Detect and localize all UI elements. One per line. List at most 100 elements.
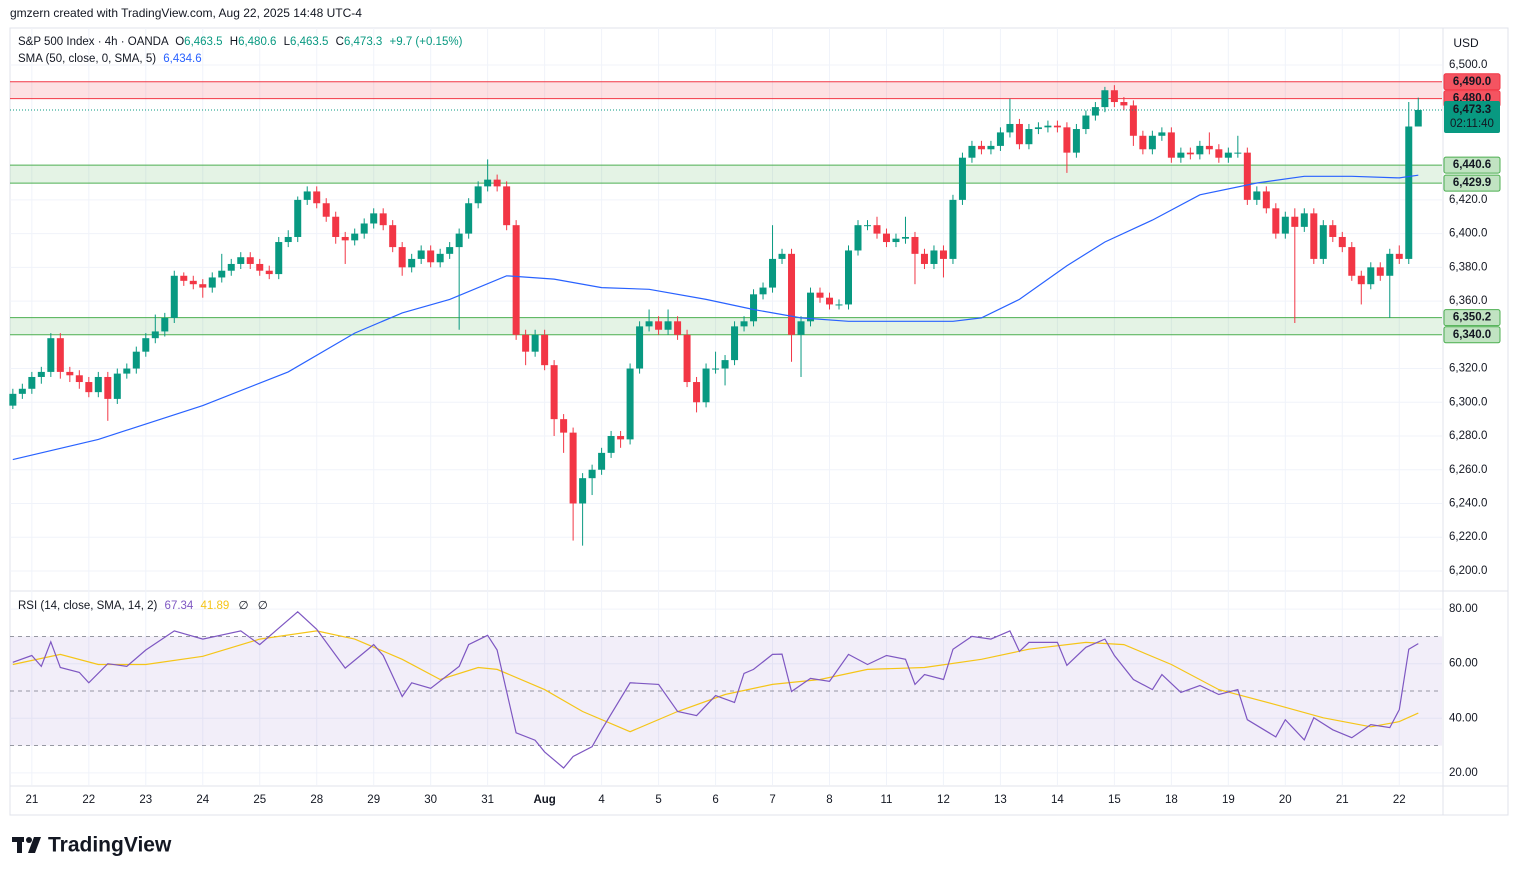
candle-body (1215, 149, 1223, 158)
candle-body (398, 247, 406, 268)
candle-body (484, 179, 492, 187)
rsi-extra: ∅ (239, 600, 249, 612)
candle-body (816, 292, 824, 298)
y-tick-label: 6,360.0 (1449, 295, 1487, 307)
zone-price-label: 6,490.0 (1453, 76, 1491, 88)
candle-body (123, 368, 131, 374)
grid: 6,500.0 6,420.0 6,400.0 6,380.0 6,360.0 6,320… (10, 28, 1487, 806)
candle-body (674, 321, 682, 335)
candle-body (142, 338, 150, 352)
candle-body (1338, 236, 1346, 248)
candle-body (208, 277, 216, 288)
x-tick-label: 20 (1279, 794, 1292, 806)
y-tick-label: 6,400.0 (1449, 228, 1487, 240)
zone-price-label: 6,429.9 (1453, 177, 1491, 189)
candle-body (322, 203, 330, 217)
y-tick-label: 6,200.0 (1449, 565, 1487, 577)
x-tick-label: 14 (1051, 794, 1064, 806)
candle-body (113, 373, 121, 399)
x-tick-label: 25 (253, 794, 266, 806)
candle-body (1091, 107, 1099, 116)
y-tick-label: 20.00 (1449, 767, 1478, 779)
sma-legend: SMA (50, close, 0, SMA, 5) 6,434.6 (18, 53, 202, 65)
candle-body (1044, 125, 1052, 128)
candle-body (37, 371, 45, 377)
candle-body (655, 321, 663, 330)
candle-body (170, 275, 178, 318)
candle-body (636, 326, 644, 369)
x-tick-label: 13 (994, 794, 1007, 806)
x-tick-label: 5 (655, 794, 661, 806)
x-tick-label: Aug (533, 794, 555, 806)
candle-body (284, 236, 292, 243)
sma-name: SMA (50, close, 0, SMA, 5) (18, 53, 156, 65)
candle-body (1205, 145, 1213, 150)
candle-body (1357, 275, 1365, 285)
candle-body (958, 157, 966, 200)
candle-body (189, 280, 197, 285)
zone-price-box (1443, 326, 1501, 344)
x-tick-label: 8 (826, 794, 832, 806)
candle-body (1177, 152, 1185, 158)
candle-body (493, 179, 501, 187)
candle-body (560, 419, 568, 433)
rsi-line (12, 610, 1419, 769)
x-tick-label: 6 (712, 794, 718, 806)
y-tick-label: 6,300.0 (1449, 396, 1487, 408)
candle-body (1272, 208, 1280, 234)
candle-body (227, 263, 235, 271)
x-tick-label: 11 (881, 794, 893, 806)
candle-body (645, 321, 653, 327)
candle-body (1034, 127, 1042, 130)
y-tick-label: 6,220.0 (1449, 531, 1487, 543)
currency: USD (1453, 36, 1479, 50)
candle-body (1376, 267, 1384, 276)
y-tick-label: 6,260.0 (1449, 464, 1487, 476)
y-tick-label: 80.00 (1449, 603, 1478, 615)
candle-body (275, 242, 283, 275)
x-tick-label: 22 (82, 794, 95, 806)
logo-shape (26, 837, 32, 843)
candle-body (75, 375, 83, 383)
candle-body (607, 436, 615, 453)
candle-body (1300, 213, 1308, 227)
candle-body (693, 382, 701, 403)
candle-body (939, 250, 947, 259)
rsi-value: 67.34 (165, 600, 194, 612)
sma-value: 6,434.6 (163, 53, 201, 65)
candle-body (664, 321, 672, 330)
candle-body (9, 393, 17, 406)
zone (10, 81, 1442, 99)
candle-body (807, 292, 815, 322)
candle-body (237, 257, 245, 264)
change: +9.7 (+0.15%) (390, 36, 463, 48)
chart-frame (9, 27, 1509, 816)
y-tick-label: 6,420.0 (1449, 194, 1487, 206)
last-price-label: 6,473.3 (1453, 104, 1491, 116)
candle-body (769, 258, 777, 288)
candle-body (930, 250, 938, 264)
candle-body (47, 338, 55, 372)
candle-body (1101, 90, 1109, 108)
zone-price-label: 6,350.2 (1453, 312, 1491, 324)
candle-body (1006, 123, 1014, 133)
x-tick-label: 15 (1108, 794, 1121, 806)
candle-body (1167, 132, 1175, 158)
candle-body (1053, 125, 1061, 128)
close-value: 6,473.3 (344, 36, 382, 48)
zone (10, 317, 1442, 335)
candle-body (1414, 109, 1422, 127)
x-tick-label: 23 (139, 794, 152, 806)
candle-body (1405, 126, 1413, 259)
zone-price-label: 6,340.0 (1453, 329, 1491, 341)
candle-body (389, 225, 397, 248)
candle-body (1348, 247, 1356, 276)
candle-body (1234, 152, 1242, 154)
candle-body (1319, 225, 1327, 259)
candle-body (18, 388, 26, 394)
price-legend: S&P 500 Index · 4h · OANDA O6,463.5 H6,4… (18, 36, 463, 48)
candle-body (996, 132, 1004, 146)
x-tick-label: 4 (598, 794, 605, 806)
